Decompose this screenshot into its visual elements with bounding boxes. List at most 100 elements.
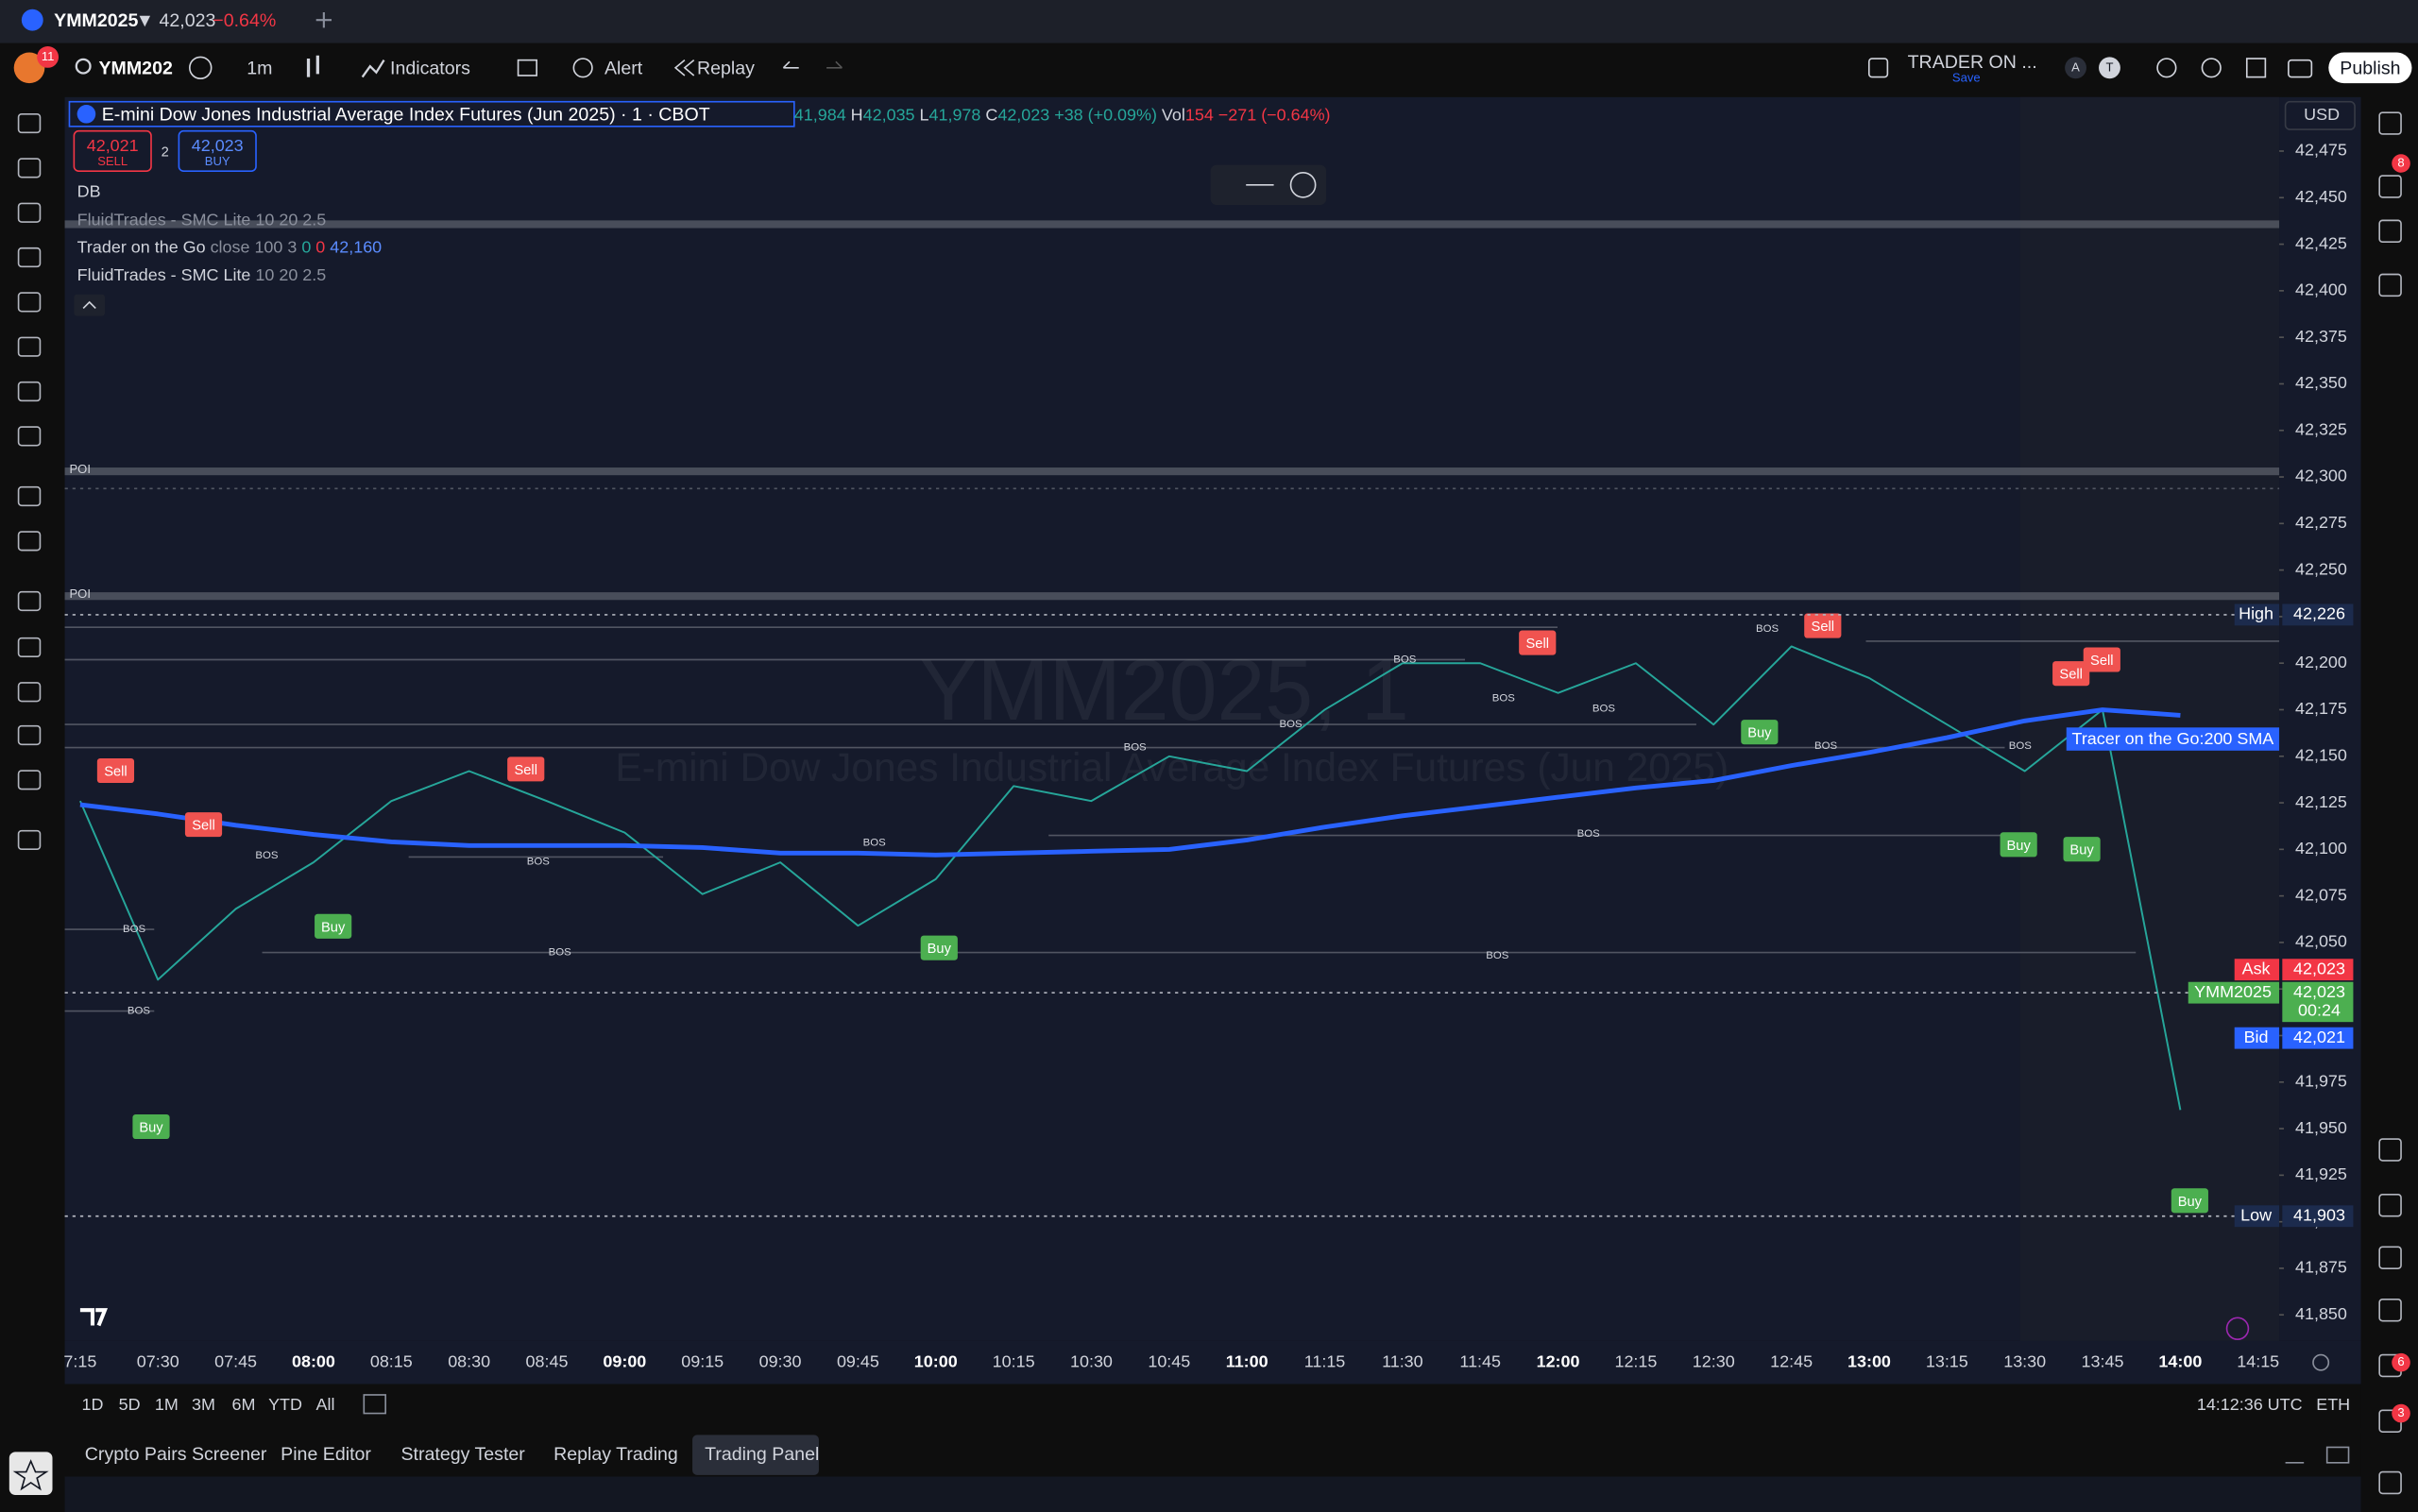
logo [79, 1308, 109, 1327]
floating-tools[interactable] [1246, 171, 1317, 198]
watermark-symbol: YMM2025, 1 [919, 642, 1408, 739]
alert-button[interactable]: Alert [604, 59, 643, 79]
drawing-tool[interactable] [17, 426, 42, 447]
side-tool[interactable] [2378, 1298, 2402, 1322]
signal-marker [2171, 1188, 2208, 1214]
side-tool[interactable] [2378, 111, 2402, 135]
drawing-tool[interactable] [17, 531, 42, 552]
axis-settings[interactable] [2312, 1353, 2330, 1371]
drawing-tool[interactable] [17, 202, 42, 223]
undo-button[interactable] [782, 60, 799, 69]
drawing-tool[interactable] [17, 485, 42, 507]
x-tick-label: 13:45 [2082, 1351, 2124, 1370]
date-range-button[interactable] [363, 1394, 386, 1415]
chart-type-button[interactable] [306, 55, 319, 77]
snapshot-button[interactable] [2288, 59, 2313, 78]
side-tool[interactable] [2378, 273, 2402, 297]
new-tab[interactable] [315, 12, 332, 28]
replay-button[interactable]: Replay [697, 59, 755, 79]
interval-button[interactable]: 1m [247, 59, 272, 79]
indicator-legend[interactable]: Trader on the Go close 100 3 0 0 42,160 [77, 237, 383, 256]
right-toolbar [2360, 93, 2418, 1512]
avatar[interactable] [13, 52, 45, 84]
tab-symbol[interactable]: YMM2025 [54, 10, 138, 31]
x-tick-label: 12:45 [1770, 1351, 1813, 1370]
favorites-button[interactable] [9, 1452, 53, 1496]
signal-marker [132, 1113, 170, 1140]
drawing-tool[interactable] [17, 292, 42, 313]
currency[interactable]: USD [2304, 105, 2340, 124]
range-button[interactable]: YTD [268, 1395, 302, 1414]
buy-button[interactable] [178, 129, 257, 172]
side-tool[interactable] [2378, 1138, 2402, 1162]
panel-controls[interactable] [2285, 1446, 2350, 1464]
low-key: L [920, 105, 929, 124]
collapse-legend[interactable] [74, 294, 106, 316]
compare-button[interactable] [189, 56, 213, 80]
avatar-a[interactable] [2065, 57, 2086, 79]
chart-pane [64, 96, 2280, 1341]
layout-icon[interactable] [1867, 58, 1889, 78]
range-button[interactable]: 6M [231, 1395, 255, 1414]
drawing-tool[interactable] [17, 829, 42, 851]
side-tool[interactable] [2378, 1470, 2402, 1495]
side-tool[interactable] [2378, 219, 2402, 244]
drawing-tool[interactable] [17, 770, 42, 790]
drawing-tool[interactable] [17, 158, 42, 178]
range-button[interactable]: 1D [81, 1395, 103, 1414]
sell-button[interactable] [73, 129, 152, 172]
search-icon[interactable] [75, 58, 92, 75]
side-tool[interactable] [2378, 1193, 2402, 1217]
layout-name[interactable]: TRADER ON ... [1908, 52, 2037, 73]
indicator-params: 10 20 2.5 [255, 265, 326, 284]
panel-tab[interactable]: Pine Editor [281, 1444, 371, 1465]
signal-label: Buy [2069, 843, 2094, 858]
bos-label: BOS [1393, 654, 1416, 666]
drawing-tool[interactable] [17, 381, 42, 402]
panel-tab[interactable]: Strategy Tester [400, 1444, 525, 1465]
publish-button[interactable]: Publish [2340, 59, 2400, 79]
avatar-t[interactable] [2099, 57, 2120, 79]
lens-button[interactable] [2156, 58, 2177, 78]
save-button[interactable]: Save [1952, 71, 1981, 85]
lightning-icon[interactable] [2225, 1317, 2250, 1341]
close: 42,023 [997, 105, 1049, 124]
legend-title[interactable]: E-mini Dow Jones Industrial Average Inde… [102, 105, 710, 126]
y-tick-label: 42,125 [2295, 792, 2347, 811]
panel-tab[interactable]: Crypto Pairs Screener [85, 1444, 267, 1465]
range-button[interactable]: 5D [119, 1395, 141, 1414]
settings-button[interactable] [2201, 58, 2222, 78]
drawing-tool[interactable] [17, 682, 42, 703]
session[interactable]: ETH [2316, 1395, 2350, 1414]
symbol-search[interactable]: YMM202 [98, 59, 172, 79]
panel-tab[interactable]: Trading Panel [705, 1444, 819, 1465]
drawing-tool[interactable] [17, 246, 42, 268]
level-name: Bid [2244, 1028, 2269, 1046]
drawing-tool[interactable] [17, 336, 42, 357]
templates-button[interactable] [517, 59, 537, 76]
redo-button[interactable] [826, 60, 843, 69]
drawing-tool[interactable] [17, 724, 42, 746]
signal-label: Sell [104, 765, 128, 780]
indicator-legend[interactable]: FluidTrades - SMC Lite 10 20 2.5 [77, 265, 327, 284]
panel-tab[interactable]: Replay Trading [553, 1444, 678, 1465]
poi-zone [64, 467, 2280, 476]
drawing-tool[interactable] [17, 637, 42, 658]
range-button[interactable]: 1M [155, 1395, 179, 1414]
currency-button[interactable] [2284, 100, 2356, 130]
level-name: Ask [2242, 959, 2271, 977]
indicators-button[interactable]: Indicators [390, 59, 470, 79]
range-button[interactable]: All [316, 1395, 335, 1414]
side-tool[interactable] [2378, 175, 2402, 198]
range-button[interactable]: 3M [192, 1395, 215, 1414]
bos-label: BOS [1124, 742, 1147, 754]
bos-label: BOS [549, 947, 571, 959]
drawing-tool[interactable] [17, 590, 42, 612]
publish-bg[interactable] [2328, 52, 2412, 84]
fullscreen-button[interactable] [2245, 58, 2267, 78]
side-tool[interactable] [2378, 1246, 2402, 1269]
indicator-legend[interactable]: FluidTrades - SMC Lite 10 20 2.5 [77, 210, 327, 229]
drawing-tool[interactable] [17, 112, 42, 134]
signal-marker [1804, 613, 1842, 638]
